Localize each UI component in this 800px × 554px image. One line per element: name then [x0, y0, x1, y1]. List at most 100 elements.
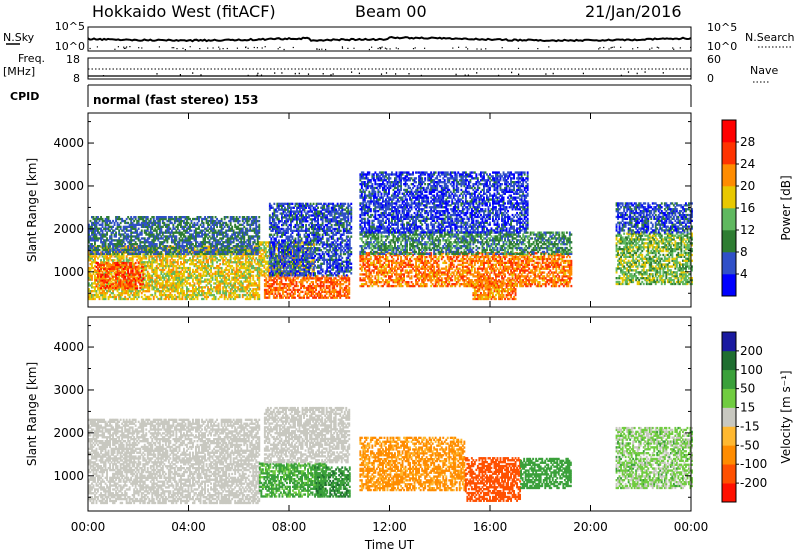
data-cell [167, 288, 170, 291]
data-cell [348, 286, 351, 290]
data-cell [89, 263, 92, 266]
data-cell [107, 290, 110, 293]
data-cell [103, 272, 106, 276]
freq-label: Freq. [18, 52, 45, 65]
data-cell [175, 278, 178, 281]
data-cell [190, 290, 193, 293]
data-cell [172, 280, 175, 283]
data-cell [88, 272, 90, 276]
data-cell [241, 250, 244, 254]
data-cell [176, 280, 179, 283]
data-cell [205, 264, 208, 268]
data-cell [158, 268, 161, 272]
data-cell [183, 292, 185, 295]
data-cell [201, 286, 204, 289]
data-cell [163, 278, 166, 281]
data-cell [166, 272, 169, 276]
data-cell [193, 263, 196, 266]
data-cell [205, 274, 208, 277]
freq-dot [322, 73, 324, 75]
data-cell [145, 295, 148, 299]
data-cell [139, 255, 142, 258]
data-cell [189, 284, 191, 287]
data-cell [136, 293, 139, 297]
nsearch-dot [480, 48, 482, 50]
data-cell [131, 269, 134, 273]
data-cell [216, 280, 219, 283]
data-cell [91, 278, 93, 281]
data-cell [122, 245, 125, 248]
data-cell [172, 261, 175, 264]
data-cell [193, 272, 196, 276]
data-cell [160, 297, 163, 301]
nsearch-dot [608, 48, 610, 50]
data-cell [193, 297, 196, 301]
data-cell [103, 255, 106, 258]
data-cell [202, 293, 205, 297]
data-cell [133, 288, 136, 291]
data-cell [216, 276, 219, 279]
data-cell [180, 278, 182, 281]
data-cell [119, 247, 122, 250]
data-cell [89, 278, 92, 281]
data-cell [167, 274, 170, 277]
data-cell [183, 259, 185, 262]
data-cell [184, 268, 187, 272]
data-cell [106, 259, 109, 262]
data-cell [125, 272, 128, 276]
data-cell [140, 257, 143, 260]
data-cell [208, 247, 211, 250]
data-cell [118, 248, 121, 252]
data-cell [229, 288, 232, 291]
data-cell [204, 266, 207, 270]
data-cell [170, 297, 173, 301]
data-cell [167, 266, 170, 270]
data-cell [172, 278, 175, 281]
data-cell [172, 266, 175, 270]
data-cell [202, 264, 205, 268]
data-cell [201, 290, 204, 293]
data-cell [124, 247, 127, 250]
data-cell [92, 286, 95, 289]
data-cell [158, 263, 161, 266]
data-cell [94, 251, 96, 254]
data-cell [196, 292, 199, 295]
data-cell [152, 272, 155, 276]
data-cell [94, 257, 96, 260]
freq-dot [307, 73, 310, 75]
data-cell [164, 280, 167, 283]
data-cell [173, 286, 176, 289]
data-cell [170, 270, 173, 274]
data-cell [204, 251, 207, 254]
data-cell [189, 268, 191, 272]
data-cell [216, 286, 219, 289]
data-cell [204, 245, 207, 248]
data-cell [152, 251, 155, 254]
data-cell [211, 263, 214, 266]
data-cell [176, 290, 179, 293]
data-cell [202, 261, 205, 264]
data-cell [198, 280, 200, 283]
data-cell [216, 225, 219, 229]
data-cell [222, 288, 225, 291]
data-cell [142, 249, 145, 252]
nsearch-dot [649, 48, 651, 50]
data-cell [219, 274, 222, 277]
data-cell [142, 297, 145, 301]
data-cell [113, 297, 116, 301]
data-cell [223, 278, 226, 281]
data-cell [196, 282, 199, 285]
data-cell [216, 245, 219, 248]
data-cell [127, 292, 130, 295]
data-cell [167, 270, 170, 274]
data-cell [128, 295, 131, 299]
data-cell [193, 264, 196, 268]
data-cell [268, 243, 271, 246]
freq-trace [88, 68, 691, 77]
data-cell [95, 295, 98, 299]
data-cell [91, 255, 93, 258]
data-cell [223, 293, 226, 297]
data-cell [95, 293, 98, 297]
data-cell [148, 255, 151, 258]
nsearch-dot [117, 46, 119, 48]
